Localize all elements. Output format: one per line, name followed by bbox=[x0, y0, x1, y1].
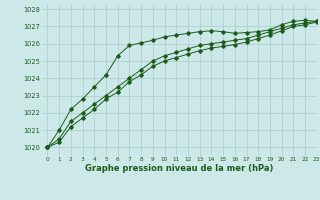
X-axis label: Graphe pression niveau de la mer (hPa): Graphe pression niveau de la mer (hPa) bbox=[85, 164, 273, 173]
